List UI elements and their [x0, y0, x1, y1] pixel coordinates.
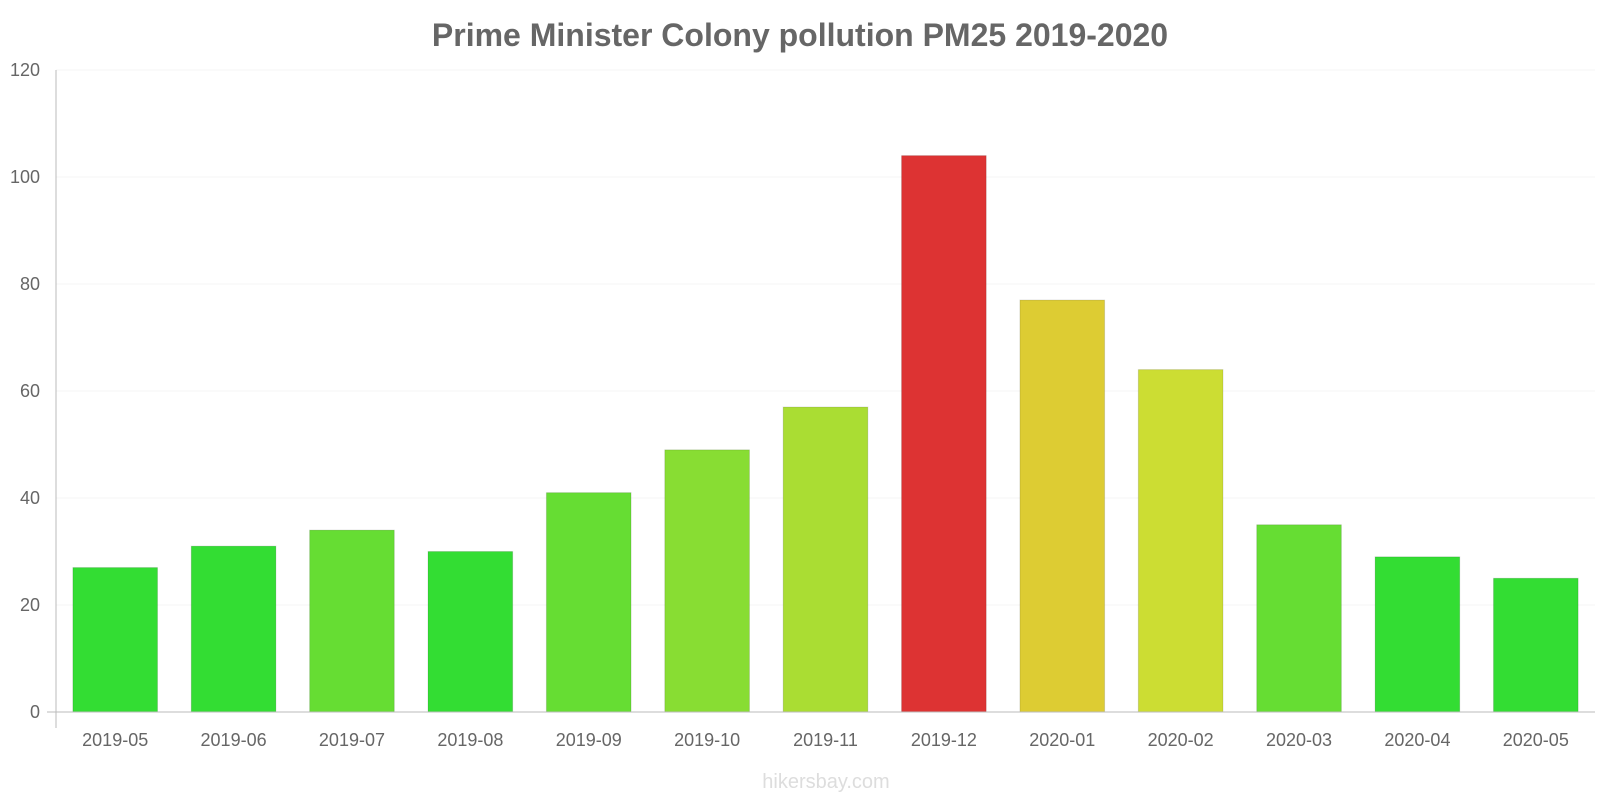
- bar-2019-08[interactable]: [427, 551, 514, 713]
- chart-title: Prime Minister Colony pollution PM25 201…: [432, 17, 1168, 53]
- bar-2019-05[interactable]: [72, 567, 159, 713]
- x-tick-label: 2020-04: [1384, 730, 1450, 750]
- bar-2019-07[interactable]: [309, 529, 395, 713]
- source-watermark[interactable]: hikersbay.com: [762, 771, 889, 793]
- x-tick-label: 2020-01: [1029, 730, 1095, 750]
- x-tick-label: 2020-05: [1503, 730, 1569, 750]
- x-tick-label: 2020-02: [1148, 730, 1214, 750]
- x-tick-label: 2019-09: [556, 730, 622, 750]
- axes: [47, 70, 1595, 728]
- bar-2020-05[interactable]: [1492, 577, 1579, 713]
- bar-2020-01[interactable]: [1019, 299, 1106, 713]
- bar-2019-06[interactable]: [190, 545, 277, 713]
- y-tick-label: 20: [20, 595, 40, 615]
- x-tick-label: 2019-05: [82, 730, 148, 750]
- bars: [72, 155, 1579, 713]
- y-tick-labels: 0 20 40 60 80 100 120: [10, 60, 40, 722]
- x-tick-label: 2019-10: [674, 730, 740, 750]
- bar-2020-03[interactable]: [1256, 524, 1342, 713]
- y-tick-label: 60: [20, 381, 40, 401]
- y-tick-label: 100: [10, 167, 40, 187]
- x-tick-label: 2019-06: [201, 730, 267, 750]
- bar-2020-02[interactable]: [1137, 369, 1224, 713]
- y-tick-label: 40: [20, 488, 40, 508]
- bar-2019-10[interactable]: [664, 449, 750, 713]
- x-tick-label: 2019-11: [793, 730, 858, 750]
- y-tick-label: 120: [10, 60, 40, 80]
- bar-2019-11[interactable]: [782, 406, 869, 713]
- bar-2019-12[interactable]: [901, 155, 987, 713]
- x-tick-label: 2019-12: [911, 730, 977, 750]
- x-tick-label: 2019-08: [437, 730, 503, 750]
- bar-2019-09[interactable]: [545, 492, 632, 713]
- x-tick-label: 2020-03: [1266, 730, 1332, 750]
- x-tick-labels: 2019-05 2019-06 2019-07 2019-08 2019-09 2019-…: [82, 730, 1569, 750]
- y-tick-label: 0: [30, 702, 40, 722]
- y-tick-label: 80: [20, 274, 40, 294]
- bar-2020-04[interactable]: [1374, 556, 1461, 713]
- x-tick-label: 2019-07: [319, 730, 385, 750]
